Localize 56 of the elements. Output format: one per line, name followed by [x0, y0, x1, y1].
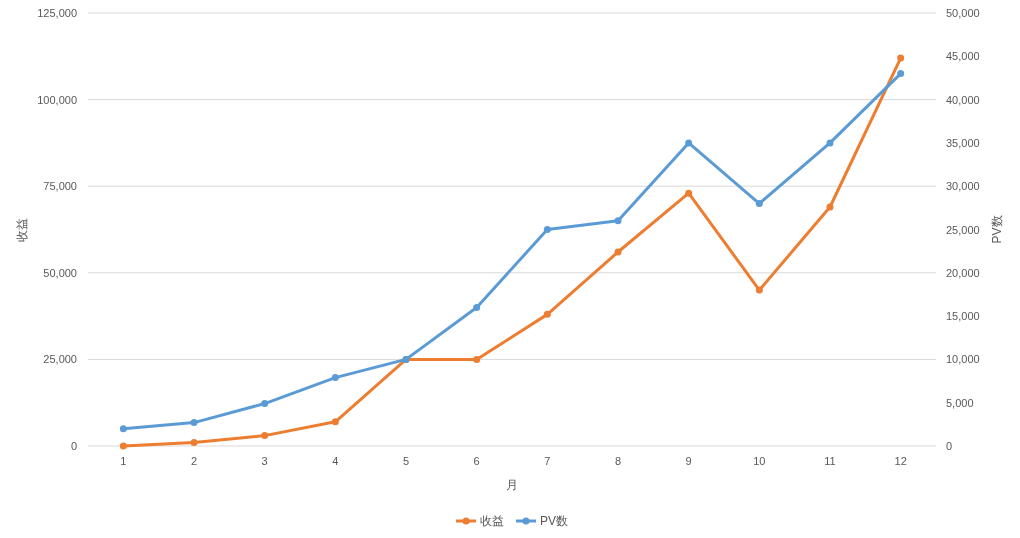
legend-label: PV数: [539, 514, 569, 528]
y2-tick-label: 40,000: [946, 93, 980, 106]
point: [897, 54, 905, 62]
y2-tick-label: 45,000: [946, 50, 980, 63]
point: [614, 217, 622, 225]
point: [685, 189, 693, 197]
point: [614, 248, 622, 256]
point: [826, 139, 834, 147]
point: [331, 374, 339, 382]
y2-tick-label: 5,000: [946, 396, 974, 409]
y2-tick-label: 50,000: [946, 7, 980, 19]
point: [119, 442, 127, 450]
x-tick-label: 7: [544, 455, 551, 467]
y-tick-label: 25,000: [43, 353, 77, 366]
point: [190, 439, 198, 447]
y2-tick-label: 15,000: [946, 310, 980, 323]
x-tick-label: 11: [824, 455, 836, 467]
x-tick-label: 6: [473, 455, 480, 467]
x-tick-label: 3: [261, 455, 268, 467]
x-tick-label: 8: [614, 455, 622, 467]
point: [685, 139, 693, 147]
point: [897, 70, 905, 78]
y-tick-label: 125,000: [37, 7, 77, 19]
point: [261, 432, 269, 440]
point: [473, 303, 481, 311]
point: [119, 425, 127, 433]
y-tick-label: 100,000: [37, 93, 77, 106]
y2-tick-label: 0: [946, 440, 953, 452]
y2-tick-label: 35,000: [946, 136, 980, 149]
point: [331, 418, 339, 426]
y-axis-title: 收益: [15, 217, 29, 242]
point: [826, 203, 834, 211]
x-tick-label: 4: [332, 455, 339, 467]
y-tick-label: 75,000: [43, 180, 77, 193]
point: [755, 200, 763, 208]
x-axis-title: 月: [506, 478, 518, 492]
legend-label: 收益: [479, 514, 504, 528]
point: [473, 355, 481, 363]
point: [755, 286, 763, 294]
point: [543, 310, 551, 318]
x-tick-label: 2: [190, 455, 198, 467]
y-tick-label: 50,000: [43, 266, 77, 279]
x-tick-label: 1: [120, 455, 127, 467]
y2-tick-label: 25,000: [946, 223, 980, 236]
point: [190, 419, 198, 427]
x-tick-label: 9: [685, 455, 692, 467]
y-tick-label: 0: [70, 440, 77, 452]
y2-tick-label: 20,000: [946, 266, 980, 279]
y2-tick-label: 30,000: [946, 180, 980, 193]
x-tick-label: 5: [402, 455, 410, 467]
point: [261, 400, 269, 408]
x-tick-label: 12: [894, 455, 907, 467]
x-tick-label: 10: [753, 455, 766, 467]
y2-axis-title: PV数: [990, 215, 1004, 244]
point: [543, 226, 551, 233]
y2-tick-label: 10,000: [946, 353, 980, 366]
